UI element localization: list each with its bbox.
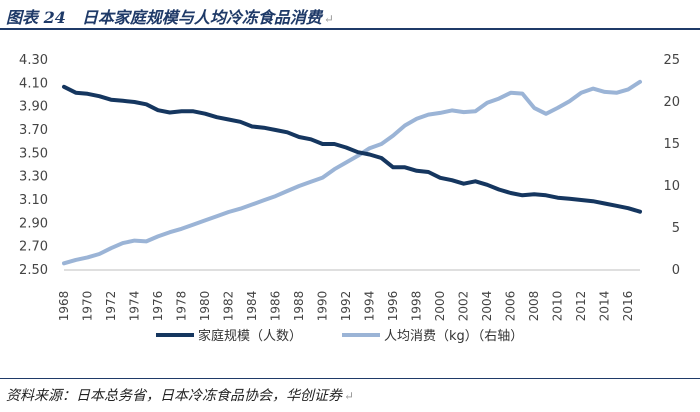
return-mark-icon: ↵ <box>344 389 355 403</box>
right-tick-label: 0 <box>672 263 680 278</box>
x-tick-label: 1990 <box>316 291 330 322</box>
left-tick-label: 4.30 <box>19 53 48 68</box>
x-tick-label: 2008 <box>527 291 541 322</box>
x-tick-label: 1974 <box>128 291 142 322</box>
x-tick-label: 1980 <box>198 291 212 322</box>
x-tick-label: 1968 <box>57 291 71 322</box>
x-tick-label: 1972 <box>104 291 118 322</box>
x-tick-label: 1996 <box>386 291 400 322</box>
left-tick-label: 3.30 <box>19 170 48 185</box>
source-text: 资料来源：日本总务省，日本冷冻食品协会，华创证券 <box>6 388 342 404</box>
series-line-household-size <box>62 84 642 214</box>
return-mark-icon: ↵ <box>323 12 334 26</box>
x-tick-label: 2014 <box>598 291 612 322</box>
legend-label: 家庭规模（人数） <box>198 328 302 344</box>
left-tick-label: 2.90 <box>19 216 48 231</box>
x-tick-label: 2004 <box>480 291 494 322</box>
x-tick-label: 2016 <box>621 291 635 322</box>
left-axis-ticks: 2.50 2.70 2.90 3.10 3.30 3.50 3.70 3.90 4.10 4.30 <box>19 53 48 278</box>
right-tick-label: 25 <box>663 53 680 68</box>
left-tick-label: 2.70 <box>19 240 48 255</box>
left-tick-label: 3.10 <box>19 193 48 208</box>
x-axis-ticks: 1968 1970 1972 1974 1976 1978 1980 1982 1984 1986… <box>57 291 635 322</box>
left-tick-label: 2.50 <box>19 263 48 278</box>
line-chart: 2.50 2.70 2.90 3.10 3.30 3.50 3.70 3.90 4.10 4.30… <box>19 53 680 344</box>
legend-item-frozen-consumption: 人均消费（kg）（右轴） <box>342 329 523 344</box>
title-bar: 图表 24 日本家庭规模与人均冷冻食品消费 ↵ <box>0 0 700 30</box>
legend: 家庭规模（人数） 人均消费（kg）（右轴） <box>156 328 523 344</box>
left-tick-label: 3.70 <box>19 123 48 138</box>
x-tick-label: 2000 <box>433 291 447 322</box>
right-tick-label: 20 <box>663 95 680 110</box>
right-tick-label: 10 <box>663 179 680 194</box>
x-tick-label: 1984 <box>245 291 259 322</box>
x-tick-label: 2010 <box>551 291 565 322</box>
x-tick-label: 2012 <box>574 291 588 322</box>
x-tick-label: 1976 <box>151 291 165 322</box>
left-tick-label: 4.10 <box>19 76 48 91</box>
legend-label: 人均消费（kg）（右轴） <box>384 329 523 344</box>
x-tick-label: 1988 <box>292 291 306 322</box>
right-axis-ticks: 0 5 10 15 20 25 <box>663 53 680 278</box>
series-line-frozen-consumption <box>62 79 642 266</box>
chart-title-text: 图表 24 日本家庭规模与人均冷冻食品消费 <box>6 8 322 27</box>
series-layer <box>62 79 642 266</box>
chart-title: 图表 24 日本家庭规模与人均冷冻食品消费 ↵ <box>6 4 334 28</box>
x-tick-label: 1998 <box>410 291 424 322</box>
right-tick-label: 15 <box>663 137 680 152</box>
source-note: 资料来源：日本总务省，日本冷冻食品协会，华创证券 ↵ <box>6 385 354 405</box>
source-bar: 资料来源：日本总务省，日本冷冻食品协会，华创证券 ↵ <box>0 378 700 412</box>
x-tick-label: 2006 <box>504 291 518 322</box>
x-tick-label: 1992 <box>339 291 353 322</box>
x-tick-label: 2002 <box>457 291 471 322</box>
left-tick-label: 3.50 <box>19 146 48 161</box>
x-tick-label: 1994 <box>363 291 377 322</box>
right-tick-label: 5 <box>672 221 680 236</box>
x-tick-label: 1978 <box>175 291 189 322</box>
legend-item-household-size: 家庭规模（人数） <box>156 328 302 344</box>
x-tick-label: 1982 <box>222 291 236 322</box>
x-tick-label: 1970 <box>81 291 95 322</box>
left-tick-label: 3.90 <box>19 100 48 115</box>
x-tick-label: 1986 <box>269 291 283 322</box>
